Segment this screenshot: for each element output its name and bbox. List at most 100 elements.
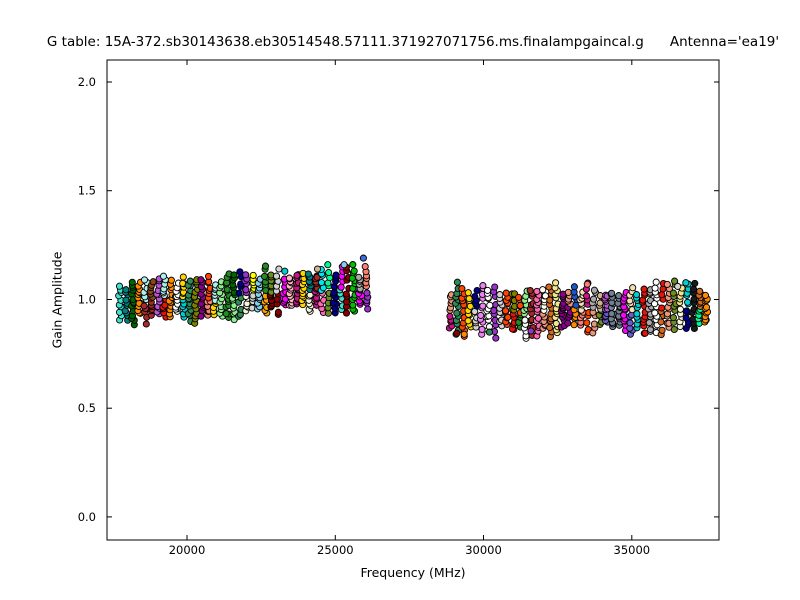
scatter-point — [453, 278, 461, 286]
x-tick-label: 25000 — [317, 543, 354, 557]
scatter-point — [691, 279, 699, 287]
scatter-point — [304, 270, 312, 278]
scatter-point — [552, 279, 560, 287]
scatter-point — [608, 289, 616, 297]
scatter-point — [546, 296, 554, 304]
scatter-point — [626, 297, 634, 305]
scatter-point — [230, 271, 238, 279]
scatter-point — [128, 278, 136, 286]
scatter-point — [633, 310, 641, 318]
scatter-point — [629, 284, 637, 292]
scatter-point — [527, 327, 535, 335]
tick-marks — [107, 60, 719, 540]
scatter-point — [471, 292, 479, 301]
scatter-point — [242, 286, 250, 294]
scatter-point — [652, 278, 660, 286]
scatter-point — [608, 310, 616, 318]
scatter-point — [533, 287, 541, 295]
scatter-point — [478, 325, 486, 333]
scatter-point — [149, 278, 157, 286]
scatter-point — [325, 268, 333, 277]
scatter-point — [491, 283, 499, 291]
x-axis-label: Frequency (MHz) — [360, 565, 466, 580]
scatter-point — [663, 280, 671, 288]
scatter-point — [701, 291, 710, 299]
scatter-point — [332, 271, 340, 279]
scatter-point — [285, 274, 293, 282]
scatter-point — [484, 286, 492, 294]
x-tick-label: 30000 — [465, 543, 502, 557]
scatter-point — [359, 254, 367, 262]
scatter-point — [521, 316, 529, 324]
scatter-point — [142, 320, 150, 328]
scatter-point — [342, 290, 350, 298]
scatter-point — [479, 282, 487, 290]
scatter-point — [658, 291, 666, 299]
scatter-point — [696, 287, 704, 295]
scatter-point — [564, 319, 572, 327]
scatter-point — [324, 261, 332, 269]
scatter-point — [159, 272, 168, 280]
scatter-outliers — [281, 254, 682, 338]
y-tick-label: 0.5 — [78, 401, 96, 415]
scatter-point — [329, 299, 337, 307]
scatter-point — [502, 307, 510, 315]
scatter-point — [651, 284, 659, 292]
scatter-point — [453, 309, 461, 317]
scatter-point — [317, 278, 326, 287]
scatter-point — [236, 268, 244, 276]
y-tick-label: 1.5 — [78, 184, 96, 198]
scatter-point — [186, 277, 194, 285]
scatter-point — [223, 285, 231, 294]
scatter-point — [669, 289, 677, 297]
y-tick-label: 2.0 — [78, 75, 96, 89]
y-axis-label: Gain Amplitude — [49, 251, 65, 349]
scatter-point — [453, 329, 461, 337]
scatter-point — [364, 305, 372, 313]
scatter-point — [272, 272, 281, 280]
scatter-point — [658, 326, 666, 334]
scatter-point — [342, 309, 351, 317]
scatter-point — [669, 314, 677, 322]
scatter-point — [682, 314, 690, 322]
scatter-point — [526, 286, 534, 295]
scatter-point — [260, 272, 269, 280]
scatter-point — [539, 286, 547, 294]
scatter-point — [348, 274, 356, 282]
scatter-point — [583, 319, 591, 327]
y-tick-labels: 0.0 0.5 1.0 1.5 2.0 — [78, 75, 96, 524]
scatter-point — [492, 334, 500, 342]
scatter-point — [570, 283, 578, 291]
scatter-point — [684, 298, 692, 306]
scatter-point — [473, 286, 481, 295]
scatter-point — [140, 276, 149, 284]
scatter-point — [583, 280, 591, 288]
scatter-point — [261, 262, 270, 270]
scatter-point — [222, 310, 230, 318]
scatter-point — [350, 267, 358, 275]
scatter-point — [122, 286, 130, 294]
scatter-point — [179, 273, 187, 281]
scatter-point — [249, 271, 257, 279]
scatter-point — [115, 282, 124, 290]
scatter-point — [676, 305, 684, 313]
scatter-point — [682, 279, 690, 287]
scatter-point — [464, 317, 472, 325]
scatter-point — [670, 325, 678, 334]
scatter-point — [515, 293, 523, 301]
scatter-point — [658, 304, 666, 312]
scatter-point — [197, 276, 205, 284]
scatter-point — [674, 282, 682, 290]
scatter-point — [464, 289, 472, 297]
scatter-point — [242, 271, 250, 279]
scatter-point — [363, 289, 371, 297]
scatter-point — [274, 308, 282, 316]
scatter-point — [361, 262, 369, 271]
scatter-point — [496, 291, 504, 299]
scatter-point — [355, 273, 363, 281]
scatter-point — [167, 276, 175, 284]
scatter-point — [626, 319, 634, 327]
scatter-point — [645, 319, 653, 327]
